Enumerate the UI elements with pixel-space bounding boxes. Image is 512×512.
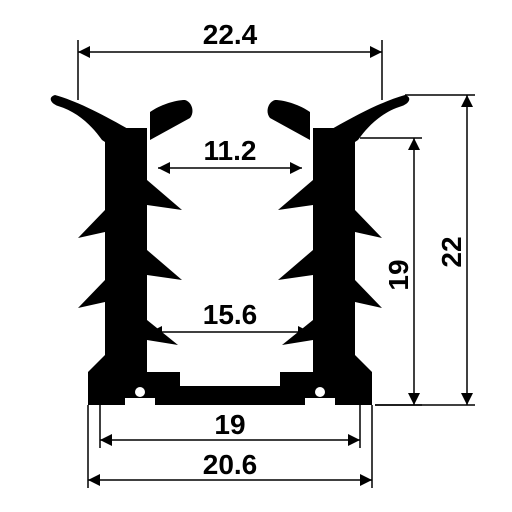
dim-base-inner: 19 — [100, 405, 360, 448]
dim-base-outer-label: 20.6 — [203, 449, 258, 480]
dim-inner-height: 19 — [360, 138, 422, 405]
dim-inner-gap: 11.2 — [158, 135, 302, 168]
dim-base-inner-label: 19 — [214, 409, 245, 440]
dim-inner-height-label: 19 — [383, 259, 414, 290]
dim-outer-height: 22 — [375, 95, 475, 405]
dim-top-width: 22.4 — [78, 19, 382, 100]
dim-outer-height-label: 22 — [436, 236, 467, 267]
dim-inner-width: 15.6 — [150, 299, 310, 332]
dim-inner-gap-label: 11.2 — [204, 135, 257, 166]
dim-top-width-label: 22.4 — [203, 19, 258, 50]
dim-inner-width-label: 15.6 — [203, 299, 258, 330]
